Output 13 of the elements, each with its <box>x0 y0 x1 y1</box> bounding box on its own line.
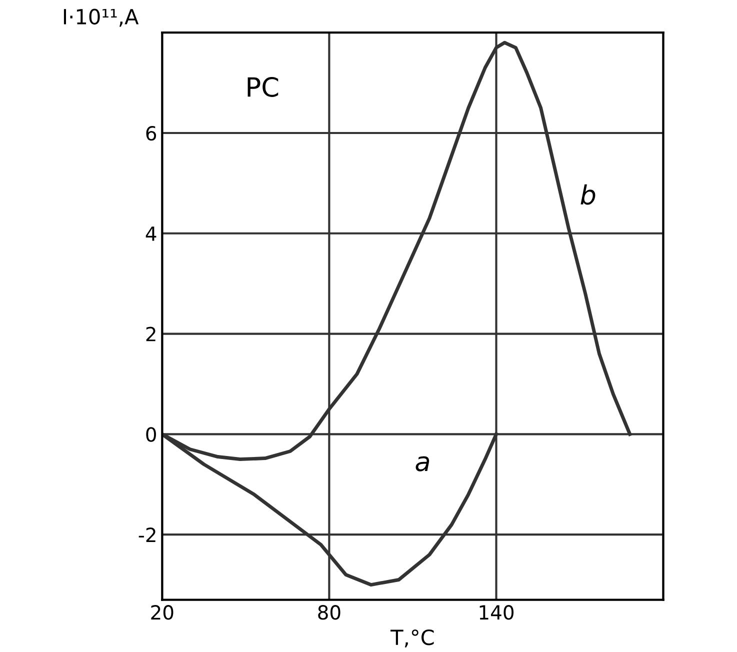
y-tick-label: 4 <box>146 226 156 241</box>
x-axis-title: T,°C <box>390 629 434 648</box>
y-tick-label: -2 <box>138 528 156 542</box>
y-tick-label: 0 <box>146 427 156 442</box>
x-tick-label: 140 <box>480 605 514 620</box>
annotation: a <box>416 456 430 472</box>
y-tick-label: 6 <box>146 126 156 141</box>
y-axis-title: I·10¹¹,A <box>64 8 139 27</box>
y-tick-label: 2 <box>146 326 156 342</box>
annotation: PC <box>248 77 278 97</box>
x-tick-label: 80 <box>318 605 340 620</box>
x-tick-label: 20 <box>151 605 174 620</box>
annotation: b <box>580 184 596 205</box>
